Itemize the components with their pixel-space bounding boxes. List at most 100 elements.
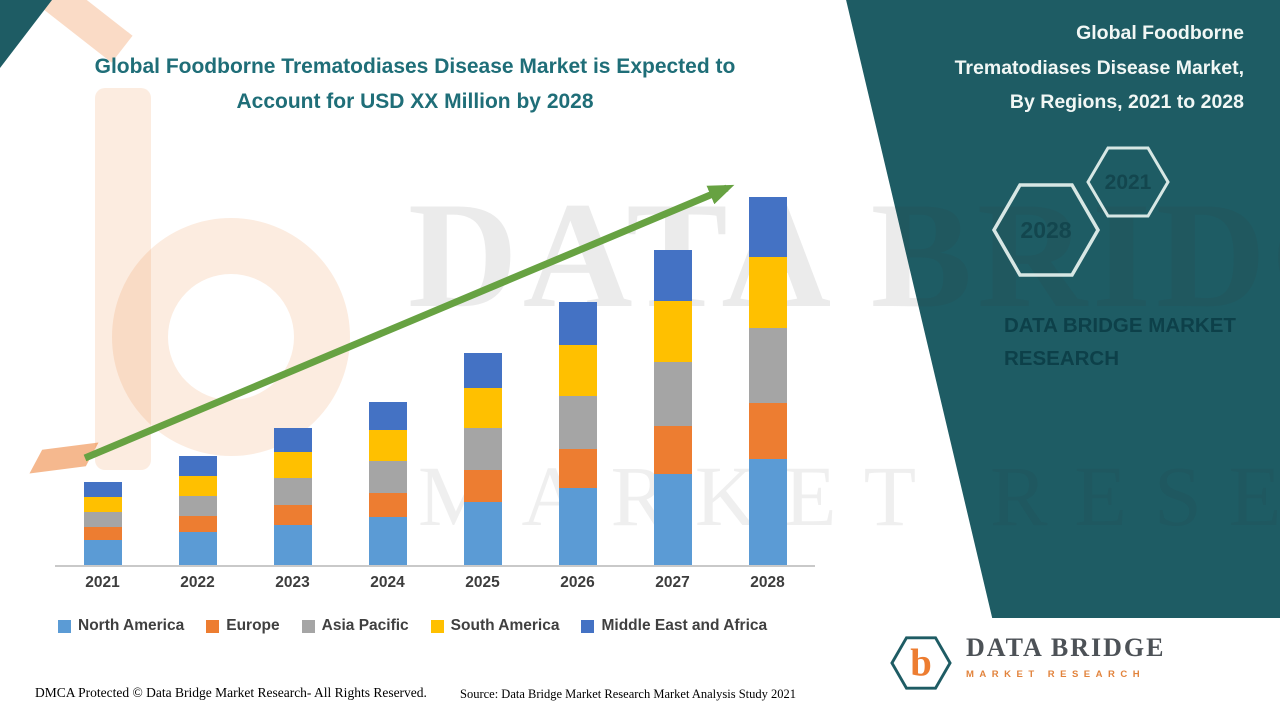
bar-segment-europe	[748, 403, 787, 459]
bar-segment-asia-pacific	[178, 496, 217, 516]
bar-stack	[368, 402, 407, 565]
dmca-notice: DMCA Protected © Data Bridge Market Rese…	[35, 685, 427, 700]
x-axis-labels: 2021 2022 2023 2024 2025 2026 2027 2028	[55, 574, 815, 592]
sidebar-title: Global Foodborne Trematodiases Disease M…	[874, 16, 1244, 120]
plot-area	[55, 180, 815, 567]
sidebar-title-line1: Global Foodborne	[1076, 22, 1244, 44]
hexagon-year-left: 2028	[1020, 217, 1071, 243]
bar-column-2023	[245, 180, 340, 565]
bar-segment-middle-east-and-africa	[558, 302, 597, 345]
bar-segment-middle-east-and-africa	[653, 250, 692, 301]
bar-segment-europe	[83, 527, 122, 540]
bar-stack	[653, 250, 692, 565]
bar-column-2028	[720, 180, 815, 565]
bar-segment-asia-pacific	[273, 478, 312, 505]
sidebar-title-line3: By Regions, 2021 to 2028	[1009, 91, 1244, 114]
bar-segment-north-america	[368, 517, 407, 565]
logo-hexagon-icon: b	[890, 636, 952, 690]
sidebar-brand-line2: RESEARCH	[1004, 346, 1120, 370]
legend-swatch-icon	[301, 619, 315, 633]
hexagon-year-right: 2021	[1105, 171, 1152, 194]
bar-segment-north-america	[178, 532, 217, 565]
bar-segment-asia-pacific	[558, 396, 597, 449]
x-axis-label: 2023	[275, 574, 310, 591]
bar-column-2024	[340, 180, 435, 565]
legend-label: Asia Pacific	[321, 617, 409, 634]
legend-swatch-icon	[58, 619, 71, 633]
bar-segment-europe	[273, 505, 312, 525]
bar-segment-asia-pacific	[83, 512, 122, 527]
bar-segment-asia-pacific	[463, 428, 502, 470]
chart-legend: North America Europe Asia Pacific South Ame…	[58, 617, 858, 635]
bar-segment-europe	[558, 449, 597, 488]
legend-item: Europe	[206, 617, 280, 635]
legend-label: South America	[450, 617, 560, 634]
company-logo: b DATA BRIDGE MARKET RESEARCH	[890, 632, 1165, 694]
legend-label: North America	[78, 617, 185, 634]
legend-label: Europe	[226, 617, 280, 634]
bar-segment-europe	[368, 493, 407, 517]
legend-item: North America	[58, 617, 184, 635]
bar-segment-europe	[178, 516, 217, 532]
bar-stack	[463, 353, 502, 565]
bar-column-2022	[150, 180, 245, 565]
bar-segment-south-america	[178, 476, 217, 496]
legend-swatch-icon	[206, 619, 220, 633]
bar-segment-middle-east-and-africa	[273, 428, 312, 452]
year-hexagons-graphic: 2021 2028	[991, 146, 1170, 277]
chart-title-line2: Account for USD XX Million by 2028	[236, 89, 594, 113]
bar-segment-south-america	[463, 388, 502, 428]
x-axis-label: 2024	[370, 574, 405, 591]
bar-segment-south-america	[83, 497, 122, 512]
bar-segment-middle-east-and-africa	[368, 402, 407, 430]
x-axis-label: 2026	[560, 574, 595, 591]
bar-segment-north-america	[748, 459, 787, 565]
hexagon-2021-icon	[1086, 146, 1170, 218]
bar-segment-europe	[463, 470, 502, 502]
bar-segment-south-america	[653, 301, 692, 362]
bar-stack	[748, 197, 787, 565]
logo-text-block: DATA BRIDGE MARKET RESEARCH	[966, 632, 1165, 680]
bar-column-2027	[625, 180, 720, 565]
bar-segment-north-america	[273, 525, 312, 565]
bar-stack	[178, 456, 217, 565]
sidebar-brand-text: DATA BRIDGE MARKET RESEARCH	[1004, 310, 1236, 376]
bar-segment-asia-pacific	[748, 328, 787, 403]
logo-b-letter: b	[910, 642, 932, 685]
legend-label: Middle East and Africa	[601, 617, 768, 634]
source-note: Source: Data Bridge Market Research Mark…	[460, 687, 797, 701]
bar-segment-europe	[653, 426, 692, 474]
bar-segment-middle-east-and-africa	[178, 456, 217, 476]
legend-swatch-icon	[430, 619, 444, 633]
bar-stack	[558, 302, 597, 565]
legend-item: Asia Pacific	[301, 617, 409, 635]
bar-segment-north-america	[558, 488, 597, 565]
sidebar-title-line2: Trematodiases Disease Market,	[954, 56, 1244, 79]
bar-segment-north-america	[463, 502, 502, 565]
bar-segment-asia-pacific	[653, 362, 692, 426]
bar-column-2026	[530, 180, 625, 565]
bar-stack	[273, 428, 312, 565]
legend-item: South America	[430, 617, 560, 635]
x-axis-label: 2025	[465, 574, 500, 591]
sidebar-brand-line1: DATA BRIDGE MARKET	[1004, 314, 1236, 337]
bar-column-2021	[55, 180, 150, 565]
x-axis-label: 2021	[85, 574, 120, 591]
bar-segment-middle-east-and-africa	[748, 197, 787, 257]
logo-wordmark: DATA BRIDGE	[966, 633, 1166, 662]
bar-stack	[83, 482, 122, 565]
bar-segment-south-america	[273, 452, 312, 478]
bar-segment-south-america	[368, 430, 407, 461]
chart-title: Global Foodborne Trematodiases Disease M…	[70, 50, 760, 119]
x-axis-label: 2028	[750, 574, 785, 591]
bar-segment-asia-pacific	[368, 461, 407, 493]
bar-segment-south-america	[558, 345, 597, 396]
legend-item: Middle East and Africa	[581, 617, 767, 635]
bar-segment-north-america	[83, 540, 122, 565]
chart-title-line1: Global Foodborne Trematodiases Disease M…	[94, 55, 736, 78]
bar-segment-middle-east-and-africa	[83, 482, 122, 497]
x-axis-label: 2022	[180, 574, 215, 591]
x-axis-label: 2027	[655, 574, 690, 591]
bar-column-2025	[435, 180, 530, 565]
